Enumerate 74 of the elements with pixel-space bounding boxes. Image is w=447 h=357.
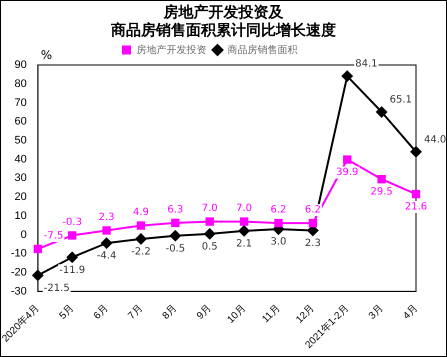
point (102, 226, 111, 235)
data-label: -2.2 (131, 246, 151, 258)
legend-label: 房地产开发投资 (136, 44, 206, 56)
data-label: 4.9 (132, 207, 149, 218)
data-label: 21.6 (404, 202, 428, 213)
y-tick-label: 90 (14, 59, 27, 72)
y-tick-label: 40 (14, 153, 27, 166)
y-tick-label: 20 (14, 191, 27, 204)
chart-subtitle: 商品房销售面积累计同比增长速度 (110, 21, 337, 40)
x-tick-label: 8月 (160, 302, 180, 322)
data-label: 29.5 (370, 186, 393, 198)
point (34, 244, 42, 254)
y-tick-label: 30 (14, 172, 27, 184)
data-label: -4.4 (96, 250, 116, 262)
point (412, 190, 420, 198)
point (206, 217, 214, 226)
data-label: 0.5 (202, 241, 218, 252)
data-label: 3.0 (270, 236, 286, 248)
point (32, 270, 44, 281)
x-tick-label: 6月 (92, 302, 111, 322)
point (343, 155, 352, 164)
point (274, 218, 283, 228)
point (66, 252, 78, 263)
data-label: 6.2 (270, 204, 286, 216)
data-label: 7.0 (236, 203, 252, 214)
data-label: 44.0 (424, 134, 446, 146)
x-tick-label: 12月 (294, 302, 317, 326)
chart-title: 房地产开发投资及 (162, 3, 284, 22)
data-label: -7.5 (44, 230, 64, 242)
point (377, 174, 386, 184)
y-tick-label: -20 (10, 266, 27, 279)
y-tick-label: 0 (20, 228, 27, 241)
y-tick-label: 80 (14, 78, 27, 90)
data-label: 39.9 (336, 167, 358, 178)
data-label: 6.3 (167, 204, 184, 216)
data-label: -0.3 (62, 216, 82, 228)
point (308, 218, 318, 228)
point (240, 217, 248, 226)
point (170, 230, 181, 242)
data-label: 6.2 (304, 204, 321, 216)
y-axis-title: % (40, 48, 52, 62)
legend-label: 商品房销售面积 (228, 44, 298, 56)
data-label: -0.5 (166, 243, 186, 254)
point (135, 233, 146, 244)
x-tick-label: 10月 (225, 302, 248, 326)
point (376, 106, 388, 118)
x-tick-label: 4月 (401, 302, 420, 322)
point (171, 218, 180, 228)
x-tick-label: 9月 (194, 302, 214, 322)
point (68, 231, 76, 240)
x-tick-label: 3月 (366, 302, 386, 322)
data-label: 2.3 (304, 238, 321, 250)
data-label: 65.1 (390, 94, 412, 106)
y-tick-label: -30 (10, 285, 27, 298)
data-label: 2.1 (236, 238, 252, 250)
x-tick-label: 11月 (260, 302, 283, 326)
y-tick-label: 10 (14, 210, 27, 222)
point (136, 221, 146, 230)
data-label: -21.5 (44, 282, 70, 294)
point (410, 146, 422, 158)
x-tick-label: 5月 (57, 302, 76, 322)
x-tick-label: 7月 (126, 302, 146, 322)
y-tick-label: 70 (14, 96, 27, 109)
y-tick-label: 50 (14, 134, 27, 147)
y-tick-label: -10 (10, 248, 27, 260)
data-label: 84.1 (355, 58, 378, 70)
data-label: 7.0 (202, 203, 218, 214)
point (204, 228, 216, 240)
y-tick-label: 60 (14, 116, 27, 128)
point (342, 70, 353, 82)
point (238, 225, 250, 236)
point (101, 238, 112, 249)
data-label: -11.9 (59, 264, 86, 276)
data-label: 2.3 (98, 212, 115, 224)
